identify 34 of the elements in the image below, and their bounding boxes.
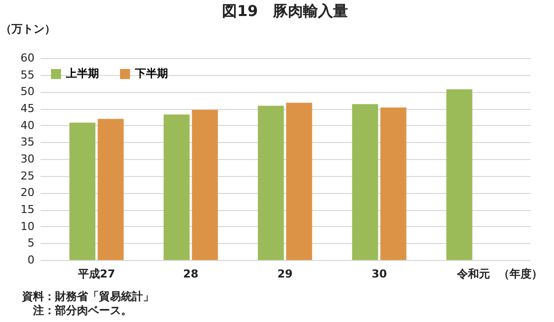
y-axis-title: （万トン）: [0, 22, 56, 36]
y-tick-label: 50: [20, 85, 34, 98]
bar: [258, 106, 284, 260]
y-tick-label: 30: [20, 152, 34, 166]
bar: [352, 104, 378, 260]
x-tick-label: 28: [183, 268, 198, 280]
x-tick-label: 29: [277, 268, 293, 280]
text: 注：部分肉ベース。: [32, 304, 133, 318]
bar: [446, 89, 472, 260]
bar: [380, 107, 406, 260]
y-tick-label: 25: [20, 169, 34, 182]
y-tick-label: 60: [20, 52, 34, 64]
x-tick-label: 30: [372, 268, 388, 280]
bar: [98, 118, 124, 260]
y-tick-label: 10: [20, 220, 34, 233]
y-tick-label: 40: [20, 118, 34, 132]
bar: [192, 110, 218, 260]
text: 資料：財務省「貿易統計」: [22, 290, 154, 304]
bar: [69, 122, 96, 260]
y-tick-label: 5: [28, 236, 34, 250]
y-tick-label: 45: [20, 102, 34, 115]
chart-title: 図19 豚肉輸入量: [222, 2, 348, 20]
y-tick-label: 0: [28, 254, 34, 266]
y-tick-label: 55: [20, 68, 34, 82]
y-tick-label: 20: [20, 186, 34, 200]
y-tick-label: 15: [20, 203, 34, 216]
legend-label: 下半期: [134, 67, 168, 80]
y-tick-label: 35: [20, 136, 34, 149]
legend-label: 上半期: [65, 67, 99, 80]
x-axis-title: （年度）: [498, 268, 542, 280]
bar: [286, 102, 312, 260]
x-tick-label: 平成27: [76, 268, 116, 280]
bar: [164, 114, 190, 260]
x-tick-label: 令和元: [456, 268, 490, 280]
